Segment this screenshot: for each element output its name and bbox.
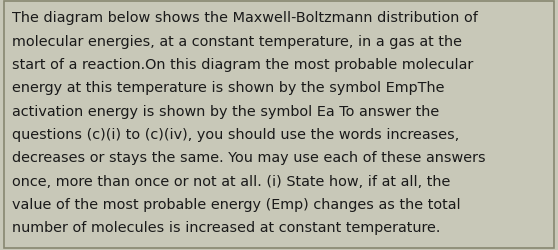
- Text: start of a reaction.On this diagram the most probable molecular: start of a reaction.On this diagram the …: [12, 58, 474, 72]
- Text: The diagram below shows the Maxwell-Boltzmann distribution of: The diagram below shows the Maxwell-Bolt…: [12, 11, 478, 25]
- Text: number of molecules is increased at constant temperature.: number of molecules is increased at cons…: [12, 220, 441, 234]
- Text: questions (c)(i) to (c)(iv), you should use the words increases,: questions (c)(i) to (c)(iv), you should …: [12, 128, 460, 141]
- Text: value of the most probable energy (Emp) changes as the total: value of the most probable energy (Emp) …: [12, 197, 461, 211]
- Text: decreases or stays the same. You may use each of these answers: decreases or stays the same. You may use…: [12, 151, 486, 165]
- Text: energy at this temperature is shown by the symbol EmpThe: energy at this temperature is shown by t…: [12, 81, 445, 95]
- Text: activation energy is shown by the symbol Ea To answer the: activation energy is shown by the symbol…: [12, 104, 440, 118]
- Text: molecular energies, at a constant temperature, in a gas at the: molecular energies, at a constant temper…: [12, 34, 462, 48]
- Text: once, more than once or not at all. (i) State how, if at all, the: once, more than once or not at all. (i) …: [12, 174, 451, 188]
